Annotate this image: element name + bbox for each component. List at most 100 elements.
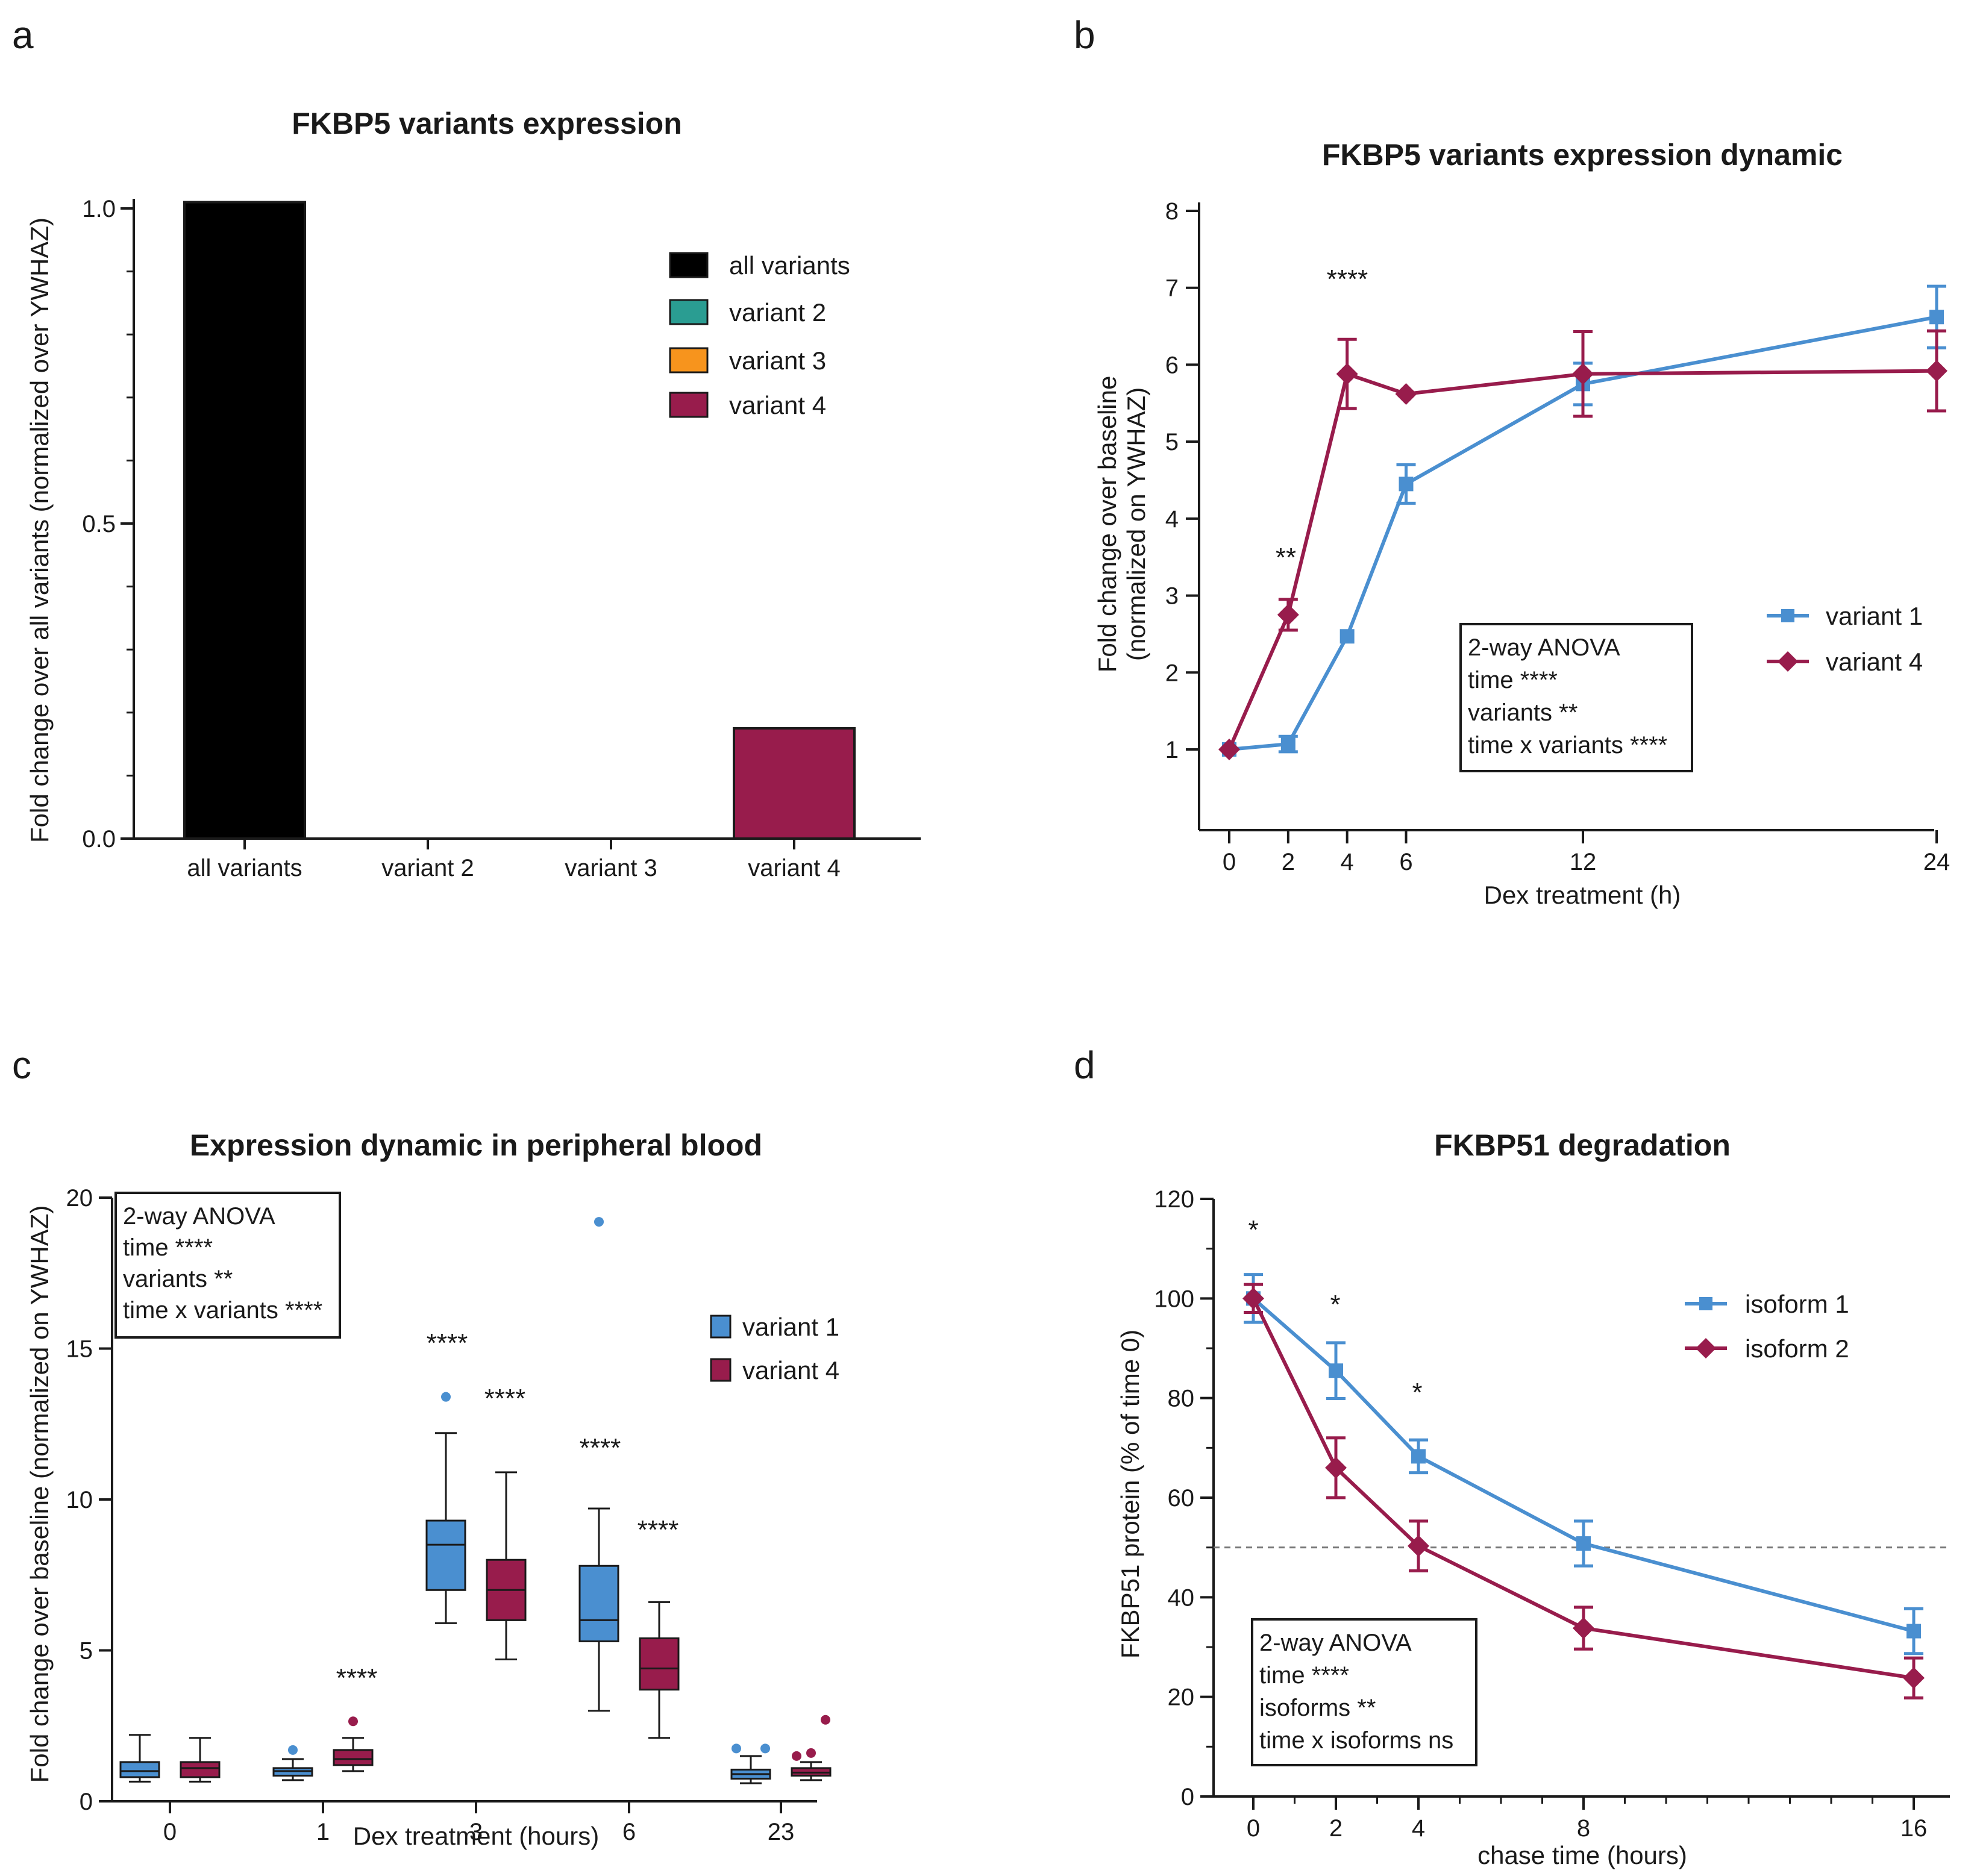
chart-c-boxes (119, 1217, 832, 1784)
chart-a-ylabel: Fold change over all variants (normalize… (25, 217, 54, 843)
chart-c-xtick-label: 3 (469, 1819, 483, 1845)
chart-d-title: FKBP51 degradation (1434, 1128, 1731, 1162)
chart-d-point (1411, 1449, 1426, 1464)
chart-c-legend-swatch (710, 1358, 732, 1382)
chart-b-legend-label: variant 1 (1826, 602, 1923, 630)
chart-b-series (1218, 284, 1947, 760)
chart-b-anova-box: 2-way ANOVA time **** variants ** time x… (1459, 623, 1693, 772)
chart-b-point (1336, 363, 1358, 385)
chart-b-anova-line: time **** (1468, 667, 1558, 693)
chart-b-point (1339, 629, 1355, 644)
chart-b-xtick-label: 6 (1399, 849, 1412, 875)
chart-b-ytick-label: 6 (1165, 352, 1179, 378)
chart-a-bar (733, 727, 856, 840)
chart-d-point (1408, 1535, 1429, 1557)
chart-b-ylabel2: (normalized on YWHAZ) (1122, 387, 1150, 661)
chart-c-outlier (792, 1751, 801, 1761)
chart-c-ylabel: Fold change over baseline (normalized on… (25, 1205, 54, 1783)
chart-c-xlabel: Dex treatment (hours) (353, 1822, 599, 1850)
chart-d-annotation: * (1248, 1215, 1258, 1245)
chart-c-outlier (732, 1743, 741, 1754)
chart-c-box (119, 1761, 160, 1778)
chart-d-anova-box: 2-way ANOVA time **** isoforms ** time x… (1251, 1618, 1477, 1766)
chart-d-xtick-label: 8 (1577, 1815, 1590, 1842)
chart-b-point (1399, 477, 1414, 492)
chart-d-point (1903, 1667, 1925, 1689)
chart-d-xtick-label: 0 (1247, 1815, 1260, 1842)
chart-a-legend-swatch (669, 252, 709, 278)
chart-b-ylabel: Fold change over baseline (1093, 376, 1121, 673)
chart-c-anova-line: time x variants **** (123, 1297, 322, 1324)
chart-c-box (639, 1637, 680, 1691)
chart-b-annotation-4h: **** (1327, 264, 1368, 294)
chart-b-anova-line: variants ** (1468, 699, 1578, 726)
chart-b-point (1395, 383, 1417, 405)
chart-c-xtick-label: 1 (316, 1819, 330, 1845)
chart-b-point (1277, 604, 1299, 626)
chart-a-xtick-label: variant 2 (381, 855, 474, 881)
chart-c-ytick-label: 5 (80, 1638, 93, 1665)
chart-d-ytick-label: 80 (1168, 1386, 1195, 1412)
chart-c-outlier (288, 1745, 298, 1755)
chart-a-xtick-label: all variants (187, 855, 302, 881)
chart-c-outlier (821, 1715, 830, 1725)
chart-b-xlabel: Dex treatment (h) (1484, 881, 1681, 909)
chart-a-title: FKBP5 variants expression (292, 107, 682, 140)
chart-c-box (180, 1761, 221, 1778)
chart-a-legend-swatch (669, 347, 709, 374)
chart-c-legend: variant 1 variant 4 (710, 1313, 839, 1384)
chart-c-anova-line: variants ** (123, 1266, 233, 1292)
chart-d-point (1907, 1624, 1921, 1639)
chart-d-anova-line: 2-way ANOVA (1259, 1630, 1412, 1656)
chart-c-anova-box: 2-way ANOVA time **** variants ** time x… (114, 1192, 341, 1339)
chart-c-annotation: **** (580, 1433, 621, 1463)
chart-c-ytick-label: 15 (66, 1336, 93, 1363)
chart-b-ytick-label: 1 (1165, 737, 1179, 763)
chart-a-xtick-label: variant 4 (748, 855, 840, 881)
chart-a-legend-swatch (669, 392, 709, 418)
chart-c-title: Expression dynamic in peripheral blood (190, 1128, 762, 1162)
panel-b: b FKBP5 variants expression dynamic Fold… (1074, 13, 1950, 909)
chart-c-outlier (348, 1716, 358, 1727)
chart-c-xtick-label: 6 (622, 1819, 636, 1845)
chart-d-anova-line: time x isoforms ns (1259, 1727, 1453, 1754)
panel-letter-d: d (1074, 1043, 1095, 1087)
chart-b-series-line (1227, 369, 1937, 751)
chart-a-legend: all variants variant 2 variant 3 variant 4 (669, 251, 850, 419)
chart-d-annotation: * (1412, 1378, 1422, 1407)
chart-b-ytick-label: 4 (1165, 506, 1179, 533)
panel-c: c Expression dynamic in peripheral blood… (12, 1043, 839, 1850)
chart-d-anova-frame (1251, 1618, 1477, 1766)
chart-b-ytick-label: 7 (1165, 275, 1179, 302)
chart-b-title: FKBP5 variants expression dynamic (1322, 138, 1843, 172)
chart-c-outlier (441, 1392, 451, 1402)
chart-b-xtick-label: 0 (1223, 849, 1236, 875)
chart-b-point (1280, 737, 1296, 752)
chart-b-anova-line: 2-way ANOVA (1468, 634, 1620, 661)
chart-c-annotation: **** (484, 1384, 526, 1413)
chart-b-ytick-label: 3 (1165, 583, 1179, 610)
chart-b-point (1926, 360, 1947, 382)
chart-d-point (1325, 1457, 1347, 1479)
chart-b-point (1218, 739, 1240, 760)
chart-c-outlier (594, 1217, 604, 1227)
chart-d-legend: isoform 1 isoform 2 (1685, 1290, 1849, 1363)
chart-d-ytick-label: 20 (1168, 1684, 1195, 1711)
chart-d-point (1329, 1363, 1343, 1378)
chart-d-legend-marker (1699, 1297, 1712, 1310)
chart-d-point (1242, 1287, 1264, 1310)
chart-d-ylabel: FKBP51 protein (% of time 0) (1116, 1330, 1144, 1659)
chart-d-ytick-label: 0 (1181, 1784, 1194, 1810)
chart-b-xtick-label: 12 (1570, 849, 1597, 875)
chart-d-legend-label: isoform 1 (1745, 1290, 1849, 1318)
chart-d-point (1576, 1536, 1591, 1551)
chart-a-legend-label: all variants (729, 251, 850, 280)
panel-letter-a: a (12, 13, 34, 57)
panel-letter-c: c (12, 1043, 31, 1087)
chart-b-point (1572, 363, 1594, 385)
chart-b-legend-marker (1781, 609, 1794, 622)
chart-b-xtick-label: 2 (1282, 849, 1295, 875)
chart-d-ytick-label: 60 (1168, 1485, 1195, 1512)
chart-c-anova-line: time **** (123, 1234, 213, 1261)
chart-d-ytick-label: 40 (1168, 1584, 1195, 1611)
